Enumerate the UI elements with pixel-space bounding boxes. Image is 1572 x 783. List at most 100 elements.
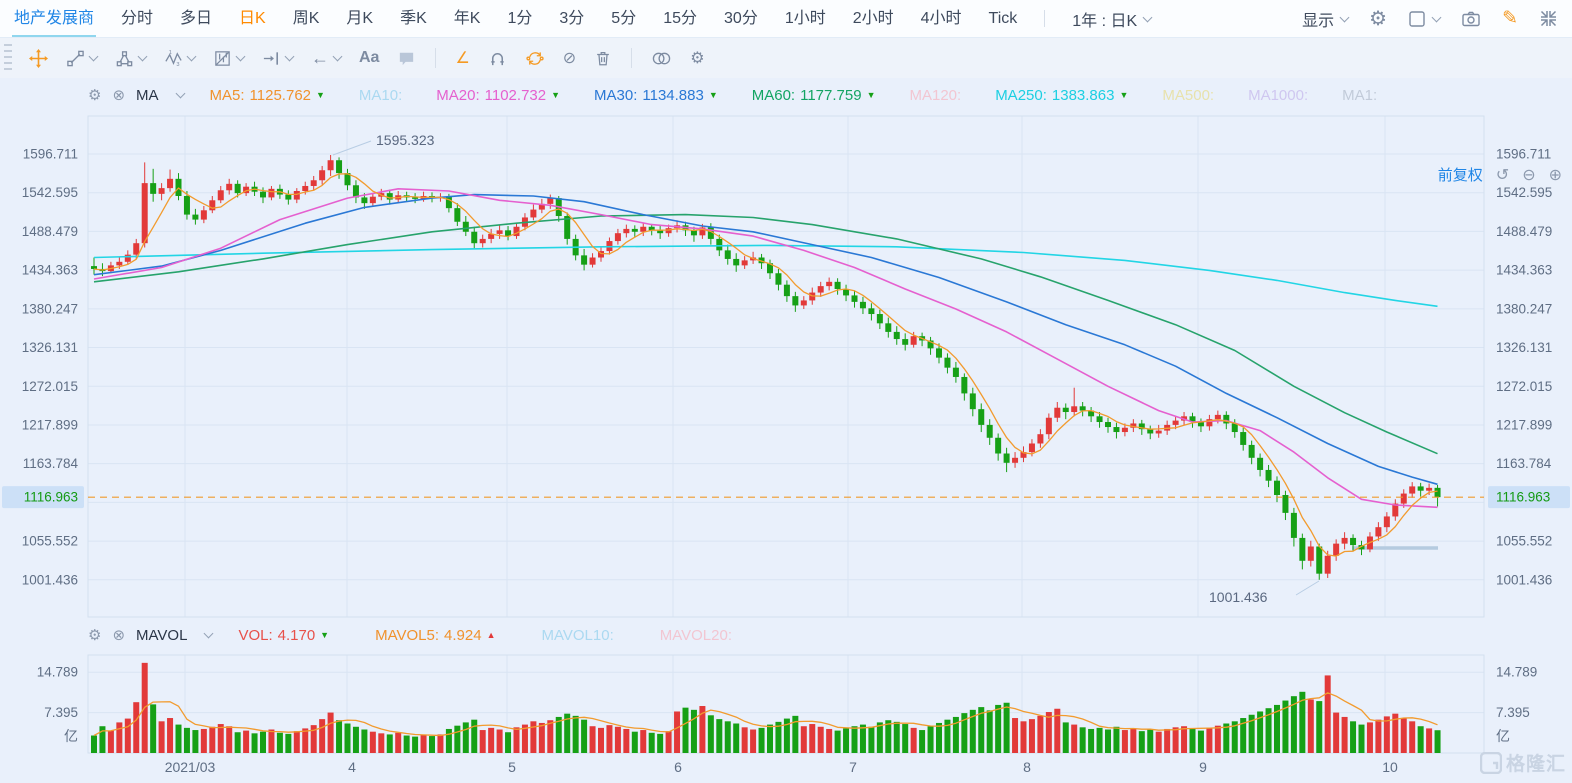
tab-3min[interactable]: 3分 [559, 10, 585, 27]
top-toolbar: 地产发展商 分时 多日 日K 周K 月K 季K 年K 1分 3分 5分 15分 30分 1小时 2小时 4小时… [0, 0, 1572, 38]
x-axis-tick: 5 [508, 759, 516, 775]
cycle-icon[interactable] [520, 44, 550, 72]
current-price-label: 1116.963 [24, 490, 78, 505]
pencil-icon[interactable]: ✎ [1502, 8, 1518, 29]
indicator-label: MA250: [995, 86, 1047, 104]
settings-gear-icon[interactable]: ⚙ [1369, 8, 1388, 30]
measure-icon[interactable] [257, 44, 298, 72]
trash-icon[interactable] [589, 44, 617, 72]
y-axis-tick: 1434.363 [22, 263, 78, 278]
chevron-down-icon [332, 51, 343, 62]
ma-close-icon[interactable]: ⊗ [112, 87, 126, 104]
ma-settings-gear-icon[interactable]: ⚙ [88, 87, 102, 104]
ban-icon[interactable]: ⊘ [562, 50, 577, 67]
tab-minute[interactable]: 分时 [121, 10, 154, 27]
move-icon[interactable] [24, 44, 53, 72]
arrow-left-icon[interactable]: ← [306, 44, 346, 72]
candlestick-chart[interactable]: 1116.963 1116.963 1596.711 1596.711 1542.595… [0, 78, 1572, 778]
tab-month-k[interactable]: 月K [346, 10, 374, 27]
volume-tick: 7.395 [44, 705, 78, 720]
y-axis-tick: 1596.711 [23, 147, 78, 162]
tab-quarter-k[interactable]: 季K [400, 10, 427, 27]
separator [1044, 10, 1046, 27]
adjust-mode-link[interactable]: 前复权 [1437, 167, 1483, 184]
y-axis-tick: 1217.899 [1496, 417, 1552, 432]
range-selector-label: 1年 : 日K [1072, 12, 1138, 30]
tab-15min[interactable]: 15分 [663, 10, 698, 27]
y-axis-tick: 1542.595 [22, 185, 78, 200]
tab-multi-day[interactable]: 多日 [180, 10, 213, 27]
comment-icon[interactable] [392, 44, 421, 72]
camera-icon[interactable] [1461, 9, 1481, 29]
indicator-value: 1383.863 [1051, 86, 1115, 104]
triangle-up-icon: ▲ [486, 630, 496, 640]
range-selector[interactable]: 1年 : 日K [1072, 7, 1153, 31]
x-axis-tick: 6 [674, 759, 682, 775]
chart-area: ⚙ ⊗ MA MA5: 1125.762 ▼ MA10: MA20: 1102.732 ▼ M… [0, 78, 1572, 778]
reset-zoom-icon[interactable]: ↺ [1495, 166, 1510, 184]
tab-symbol[interactable]: 地产发展商 [11, 0, 97, 37]
pattern-icon[interactable] [208, 44, 249, 72]
ma500-indicator-item[interactable]: MA500: [1162, 87, 1214, 104]
collapse-icon[interactable] [1539, 9, 1558, 28]
tab-1min[interactable]: 1分 [507, 10, 533, 27]
vol-indicator-item[interactable]: VOL: 4.170 ▼ [238, 627, 329, 644]
x-axis-tick: 10 [1382, 759, 1398, 775]
high-price-annotation: 1595.323 [376, 132, 435, 148]
y-axis-tick: 1163.784 [23, 456, 79, 471]
ma250-indicator-item[interactable]: MA250: 1383.863 ▼ [995, 87, 1128, 104]
mavol-close-icon[interactable]: ⊗ [112, 627, 126, 644]
magnet-icon[interactable] [483, 44, 512, 72]
tab-1hour[interactable]: 1小时 [784, 10, 826, 27]
tab-5min[interactable]: 5分 [611, 10, 637, 27]
indicator-value: 1102.732 [484, 86, 547, 104]
ma10-indicator-item[interactable]: MA10: [359, 87, 402, 104]
indicator-label: MA30: [594, 86, 638, 104]
venn-icon[interactable] [646, 44, 677, 72]
tab-tick[interactable]: Tick [988, 10, 1018, 27]
toolbar-drag-handle-icon[interactable] [4, 44, 12, 72]
display-label: 显示 [1302, 12, 1335, 30]
trendline-icon[interactable] [61, 44, 102, 72]
x-axis-tick: 7 [849, 759, 857, 775]
y-axis-tick: 1001.436 [1496, 572, 1552, 587]
tab-day-k[interactable]: 日K [239, 10, 266, 27]
gear-icon[interactable]: ⚙ [690, 50, 705, 67]
mavol-settings-gear-icon[interactable]: ⚙ [88, 627, 102, 644]
tab-4hour[interactable]: 4小时 [920, 10, 962, 27]
shapes-icon[interactable] [110, 44, 151, 72]
display-menu-button[interactable]: 显示 [1302, 7, 1350, 31]
ma120-indicator-item[interactable]: MA120: [909, 87, 961, 104]
mavol5-indicator-item[interactable]: MAVOL5: 4.924 ▲ [375, 627, 495, 644]
angle-icon[interactable]: ∠ [455, 50, 470, 67]
zoom-out-icon[interactable]: ⊖ [1522, 166, 1536, 184]
layout-icon[interactable] [1408, 10, 1442, 28]
y-axis-tick: 1272.015 [1496, 379, 1552, 394]
y-axis-tick: 1488.479 [1496, 224, 1552, 239]
ma-indicator-name[interactable]: MA [136, 86, 159, 104]
mavol20-indicator-item[interactable]: MAVOL20: [660, 627, 732, 644]
low-price-annotation: 1001.436 [1209, 589, 1268, 605]
ma1000-indicator-item[interactable]: MA1000: [1248, 87, 1308, 104]
tab-30min[interactable]: 30分 [724, 10, 758, 27]
mavol-indicator-name[interactable]: MAVOL [136, 626, 188, 644]
text-icon[interactable]: Aa [359, 49, 380, 66]
tab-week-k[interactable]: 周K [292, 10, 320, 27]
y-axis-tick: 1055.552 [1496, 534, 1552, 549]
tab-year-k[interactable]: 年K [453, 10, 481, 27]
ma5-indicator-item[interactable]: MA5: 1125.762 ▼ [210, 87, 325, 104]
ma30-indicator-item[interactable]: MA30: 1134.883 ▼ [594, 87, 718, 104]
x-axis-tick: 8 [1023, 759, 1031, 775]
y-axis-tick: 1380.247 [22, 301, 78, 316]
ma20-indicator-item[interactable]: MA20: 1102.732 ▼ [436, 87, 560, 104]
tab-2hour[interactable]: 2小时 [852, 10, 894, 27]
ma1-indicator-item[interactable]: MA1: [1342, 87, 1377, 104]
y-axis-tick: 1488.479 [22, 224, 78, 239]
zoom-in-icon[interactable]: ⊕ [1548, 166, 1562, 184]
ma60-indicator-item[interactable]: MA60: 1177.759 ▼ [752, 87, 876, 104]
chevron-down-icon [1142, 12, 1153, 22]
price-tag-left [2, 486, 84, 509]
indicator-value: 4.170 [277, 626, 316, 644]
mavol10-indicator-item[interactable]: MAVOL10: [541, 627, 613, 644]
